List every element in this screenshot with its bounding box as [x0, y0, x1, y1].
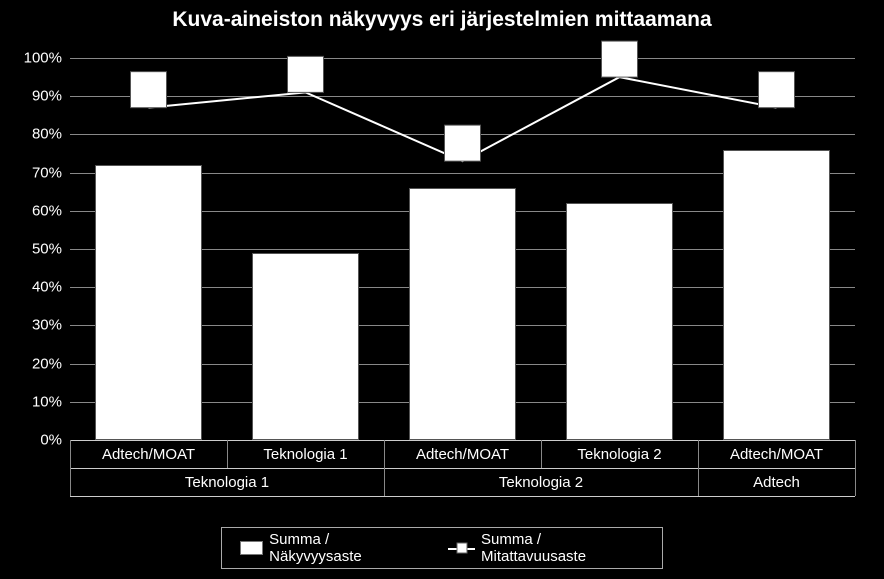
y-tick-label: 10%: [32, 393, 70, 410]
y-tick-label: 100%: [24, 50, 70, 67]
x-category-label: Teknologia 1: [227, 440, 384, 468]
legend: Summa / Näkyvyysaste Summa / Mitattavuus…: [221, 527, 663, 569]
y-tick-label: 50%: [32, 241, 70, 258]
y-tick-label: 0%: [40, 432, 70, 449]
x-category-label: Adtech/MOAT: [70, 440, 227, 468]
y-tick-label: 20%: [32, 355, 70, 372]
legend-item-line: Summa / Mitattavuusaste: [448, 531, 644, 565]
legend-label-line: Summa / Mitattavuusaste: [481, 531, 644, 565]
line-marker: [602, 41, 638, 77]
legend-item-bar: Summa / Näkyvyysaste: [240, 531, 420, 565]
line-marker: [131, 72, 167, 108]
y-tick-label: 70%: [32, 164, 70, 181]
line-marker: [759, 72, 795, 108]
y-tick-label: 40%: [32, 279, 70, 296]
chart-title: Kuva-aineiston näkyvyys eri järjestelmie…: [0, 8, 884, 32]
x-category-label: Teknologia 2: [541, 440, 698, 468]
x-axis: Adtech/MOATTeknologia 1Adtech/MOATTeknol…: [70, 440, 855, 496]
legend-swatch-line-icon: [448, 542, 475, 554]
x-group-label: Adtech: [698, 468, 855, 496]
x-group-label: Teknologia 2: [384, 468, 698, 496]
line-layer: [70, 58, 855, 440]
legend-swatch-bar-icon: [240, 541, 263, 555]
plot-area: 0%10%20%30%40%50%60%70%80%90%100%: [70, 58, 855, 440]
y-tick-label: 80%: [32, 126, 70, 143]
y-tick-label: 30%: [32, 317, 70, 334]
legend-label-bar: Summa / Näkyvyysaste: [269, 531, 420, 565]
x-group-label: Teknologia 1: [70, 468, 384, 496]
y-tick-label: 60%: [32, 202, 70, 219]
y-tick-label: 90%: [32, 88, 70, 105]
x-category-label: Adtech/MOAT: [384, 440, 541, 468]
line-marker: [288, 56, 324, 92]
chart-container: Kuva-aineiston näkyvyys eri järjestelmie…: [0, 0, 884, 579]
x-category-label: Adtech/MOAT: [698, 440, 855, 468]
line-marker: [445, 125, 481, 161]
